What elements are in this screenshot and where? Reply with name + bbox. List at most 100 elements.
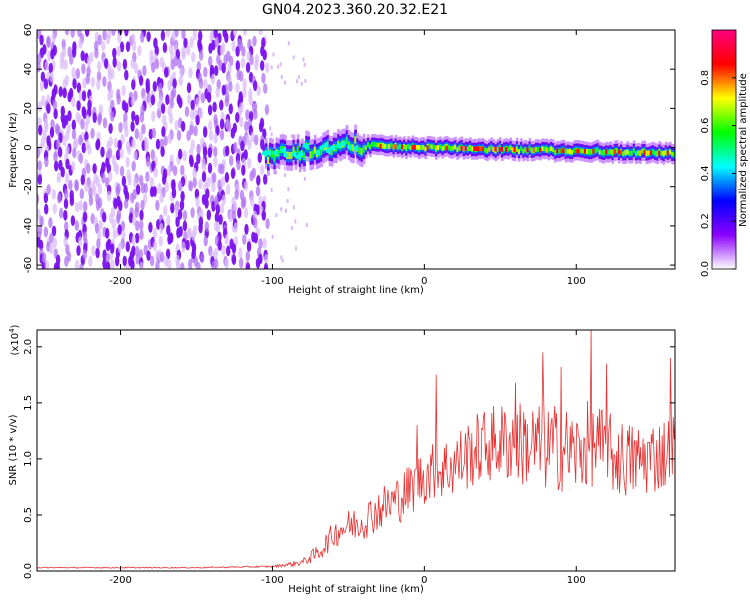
spectrogram-signal-core: [645, 150, 649, 156]
spectrogram-noise-blob: [219, 118, 225, 130]
spectrogram-noise-blob: [70, 161, 76, 172]
spectrogram-signal-cell: [303, 152, 306, 160]
spectrogram-noise-blob: [67, 110, 72, 122]
spectrogram-noise-blob: [117, 139, 122, 151]
spectrogram-noise-blob: [97, 197, 103, 209]
spectrogram-noise-blob: [220, 163, 225, 175]
spectrogram-noise-blob: [134, 114, 140, 126]
spectrogram-signal-cell: [292, 146, 296, 154]
spectrogram-noise-blob: [125, 156, 130, 168]
spectrogram-noise-blob: [130, 120, 135, 132]
spectrogram-noise-blob: [260, 60, 265, 71]
spectrogram-noise-blob: [106, 190, 112, 202]
spectrogram-signal-core: [445, 145, 449, 151]
spectrogram-noise-blob: [166, 215, 171, 226]
colorbar-tick-label: 0.4: [700, 165, 711, 181]
spectrogram-signal-cell: [375, 142, 379, 148]
spectrogram-noise-blob: [253, 217, 258, 229]
spectrogram-signal-core: [524, 147, 527, 153]
spectrogram-signal-core: [562, 148, 566, 154]
spectrogram-noise-blob: [70, 30, 75, 38]
spectrogram-noise-blob: [167, 133, 172, 145]
spectrogram-noise-blob: [253, 108, 258, 120]
spectrogram-noise-blob: [152, 228, 157, 239]
spectrogram-noise-blob: [116, 60, 122, 72]
spectrogram-signal-core: [475, 146, 479, 152]
spectrogram-signal-cell: [449, 146, 453, 151]
spectrogram-signal-cell: [541, 146, 544, 151]
spectrogram-noise-blob: [52, 237, 58, 249]
spectrogram-noise-blob: [158, 235, 163, 247]
spectrogram-noise-blob: [63, 236, 68, 247]
spectrogram-noise-blob: [134, 206, 139, 218]
spectrogram-frame: [36, 29, 676, 270]
spectrogram-noise-blob: [198, 222, 203, 234]
spectrogram-noise-blob: [76, 100, 81, 111]
spectrogram-signal-cell: [296, 146, 300, 154]
spectrogram-noise-blob: [152, 240, 158, 252]
spectrogram-noise-blob: [208, 130, 214, 142]
spectrogram-noise-blob: [68, 179, 73, 191]
spectrogram-noise-blob: [96, 238, 101, 250]
spectrogram-signal-cell: [628, 151, 632, 156]
spectrogram-noise-blob: [164, 181, 169, 193]
spectrogram-signal-core: [643, 150, 647, 155]
spectrogram-noise-blob: [139, 261, 144, 269]
spectrogram-noise-blob: [168, 43, 174, 55]
spectrogram-noise-blob: [116, 94, 121, 105]
spectrogram-noise-blob: [112, 228, 117, 240]
spectrogram-signal-cell: [552, 147, 555, 153]
spectrogram-noise-blob: [117, 242, 123, 254]
spectrogram-signal-cell: [432, 144, 436, 150]
spectrogram-noise-blob: [233, 141, 238, 153]
spectrogram-signal-core: [539, 147, 542, 153]
spectrogram-signal-core: [473, 146, 476, 151]
spectrogram-noise-blob: [54, 160, 59, 172]
spectrogram-signal-core: [392, 144, 396, 150]
spectrogram-noise-blob: [195, 114, 200, 126]
spectrogram-noise-blob: [87, 144, 92, 156]
spectrogram-noise-blob: [40, 71, 46, 83]
spectrogram-noise-blob: [235, 60, 240, 71]
spectrogram-noise-blob: [208, 120, 213, 131]
spectrogram-noise-blob: [102, 258, 107, 269]
spectrogram-noise-blob: [145, 83, 150, 94]
spectrogram-noise-speck: [292, 205, 295, 210]
spectrogram-signal-core: [564, 148, 568, 154]
spectrogram-noise-blob: [249, 196, 255, 207]
spectrogram-noise-blob: [231, 40, 236, 52]
spectrogram-signal-cell: [354, 136, 357, 144]
spectrogram-noise-blob: [263, 174, 268, 185]
spectrogram-noise-blob: [186, 82, 192, 94]
spectrogram-signal-core: [505, 147, 508, 152]
spectrogram-signal-core: [437, 145, 440, 151]
spectrogram-noise-blob: [192, 177, 197, 189]
spectrogram-noise-blob: [245, 262, 251, 269]
spectrogram-noise-blob: [241, 164, 246, 176]
spectrogram-noise-blob: [157, 182, 162, 194]
spectrogram-noise-blob: [184, 106, 190, 117]
spectrogram-noise-speck: [291, 226, 294, 230]
spectrogram-x-ticks: -200 -100 0 100: [109, 30, 586, 287]
spectrogram-noise-blob: [180, 190, 185, 202]
spectrogram-noise-blob: [265, 62, 270, 74]
spectrogram-signal-core: [319, 145, 326, 151]
spectrogram-noise-blob: [42, 44, 47, 55]
spectrogram-x-tick-label: 0: [421, 276, 427, 287]
spectrogram-noise-blob: [154, 45, 159, 57]
spectrogram-signal-core: [435, 145, 438, 151]
spectrogram-noise-blob: [128, 212, 134, 224]
spectrogram-noise-blob: [204, 197, 209, 209]
spectrogram-noise-blob: [74, 180, 79, 192]
spectrogram-noise-blob: [72, 78, 77, 90]
spectrogram-noise-blob: [92, 186, 97, 198]
spectrogram-noise-blob: [245, 109, 250, 121]
spectrogram-noise-blob: [105, 33, 111, 45]
spectrogram-noise-blob: [226, 245, 231, 257]
spectrogram-noise-blob: [105, 261, 111, 269]
spectrogram-signal-core: [545, 148, 549, 153]
snr-y-ticks: 0.0 0.5 1.0 1.5 2.0: [23, 339, 675, 579]
spectrogram-noise-blob: [185, 239, 190, 251]
spectrogram-noise-blob: [240, 57, 246, 69]
spectrogram-noise-blob: [213, 156, 218, 168]
